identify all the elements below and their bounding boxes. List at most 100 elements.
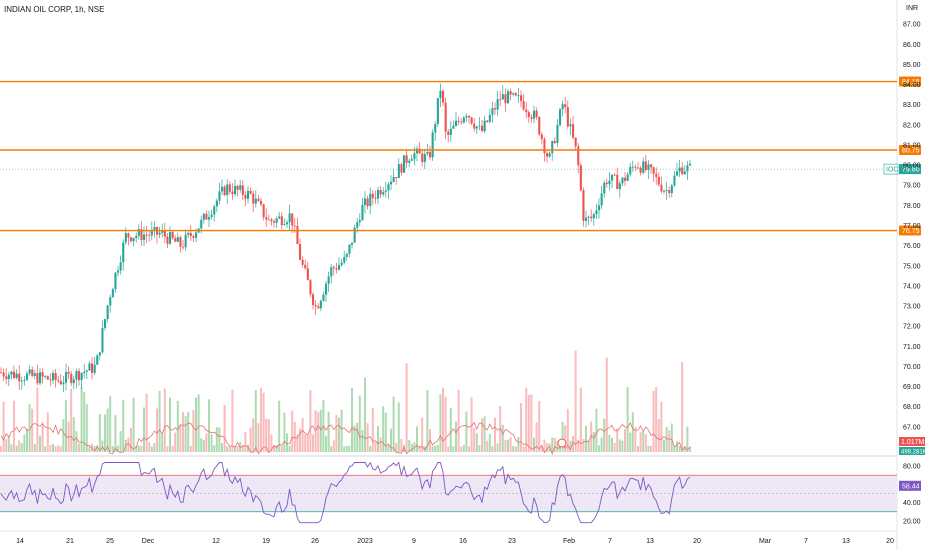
price-tick-label: 79.00 xyxy=(903,183,921,190)
time-tick-label: 20 xyxy=(693,538,701,545)
candle-body xyxy=(236,186,239,190)
time-tick-label: Dec xyxy=(142,538,155,545)
candle-body xyxy=(426,151,429,154)
volume-bar xyxy=(514,446,517,452)
volume-bar xyxy=(644,434,647,452)
candle-body xyxy=(455,120,458,126)
candle-body xyxy=(356,222,359,228)
candle-body xyxy=(608,180,611,185)
volume-bar xyxy=(353,425,356,452)
volume-bar xyxy=(57,445,60,452)
candle-body xyxy=(325,283,328,295)
candle-body xyxy=(301,259,304,265)
volume-bar xyxy=(504,440,507,452)
candle-body xyxy=(75,370,78,380)
volume-bar xyxy=(564,425,567,452)
volume-bar xyxy=(670,423,673,452)
chart-title: INDIAN OIL CORP, 1h, NSE xyxy=(4,5,104,14)
volume-bar xyxy=(7,435,10,452)
candle-body xyxy=(626,174,629,181)
volume-bar xyxy=(309,390,312,452)
volume-bar xyxy=(117,445,119,452)
volume-bar xyxy=(590,421,593,452)
candle-body xyxy=(392,177,395,182)
volume-bar xyxy=(598,445,600,452)
volume-bar xyxy=(39,435,41,452)
price-tick-label: 85.00 xyxy=(903,62,921,69)
candle-body xyxy=(663,190,666,192)
time-tick-label: 2023 xyxy=(357,538,373,545)
volume-bar xyxy=(184,416,187,452)
candle-body xyxy=(351,242,354,245)
candle-body xyxy=(543,139,546,154)
candle-body xyxy=(650,164,653,168)
candle-body xyxy=(59,380,62,385)
candle-body xyxy=(210,214,213,218)
candle-body xyxy=(436,98,439,125)
candle-body xyxy=(629,167,632,175)
candle-body xyxy=(447,131,450,135)
candle-body xyxy=(556,124,559,143)
price-tick-label: 73.00 xyxy=(903,304,921,311)
volume-sub-label: 499.281K xyxy=(901,450,927,456)
volume-bar xyxy=(689,446,691,452)
candle-body xyxy=(18,373,21,382)
candle-body xyxy=(221,186,224,192)
candle-body xyxy=(520,95,523,102)
price-tick-label: 67.00 xyxy=(903,424,921,431)
volume-bar xyxy=(655,387,658,452)
candle-body xyxy=(280,216,283,225)
volume-bar xyxy=(660,401,663,452)
candle-body xyxy=(522,101,525,110)
candle-body xyxy=(538,117,541,135)
volume-bar xyxy=(23,434,26,452)
volume-bar xyxy=(574,350,577,452)
rsi-current-badge xyxy=(899,480,921,491)
volume-bar xyxy=(525,387,528,452)
volume-bar xyxy=(681,362,684,452)
candle-body xyxy=(215,200,218,207)
candle-body xyxy=(486,120,489,122)
candle-body xyxy=(127,233,130,238)
volume-bar xyxy=(72,417,75,452)
volume-bar xyxy=(36,387,39,452)
time-tick-label: 14 xyxy=(16,538,24,545)
volume-bar xyxy=(426,390,429,452)
volume-bar xyxy=(156,408,158,452)
volume-bar xyxy=(88,446,91,452)
candle-body xyxy=(39,372,42,384)
candle-body xyxy=(228,184,231,192)
volume-bar xyxy=(592,432,595,452)
volume-bar xyxy=(270,434,273,452)
candle-body xyxy=(153,227,156,231)
candle-body xyxy=(423,153,426,162)
candle-body xyxy=(111,289,114,298)
volume-bar xyxy=(62,419,65,452)
volume-bar xyxy=(631,412,634,452)
candle-body xyxy=(262,204,265,218)
candle-body xyxy=(291,213,294,226)
candle-body xyxy=(574,137,577,147)
volume-bar xyxy=(171,445,174,452)
volume-bar xyxy=(494,417,496,452)
volume-bar xyxy=(551,437,554,452)
candle-body xyxy=(249,190,252,194)
candle-body xyxy=(553,141,556,143)
candle-body xyxy=(247,190,250,199)
candle-body xyxy=(28,369,31,374)
candle-body xyxy=(639,167,642,173)
candle-body xyxy=(429,151,432,158)
rsi-tick-label: 40.00 xyxy=(903,500,921,507)
volume-bar xyxy=(351,387,353,452)
volume-bar xyxy=(104,414,106,452)
volume-bar xyxy=(436,444,439,452)
level-lines[interactable]: 84.15 80.75 76.75 xyxy=(0,76,921,236)
volume-bar xyxy=(566,408,569,452)
time-tick-label: 13 xyxy=(842,538,850,545)
volume-bar xyxy=(639,432,642,452)
candle-body xyxy=(46,376,49,380)
volume-bar xyxy=(546,443,548,452)
candle-body xyxy=(460,121,463,123)
candle-body xyxy=(577,146,580,166)
